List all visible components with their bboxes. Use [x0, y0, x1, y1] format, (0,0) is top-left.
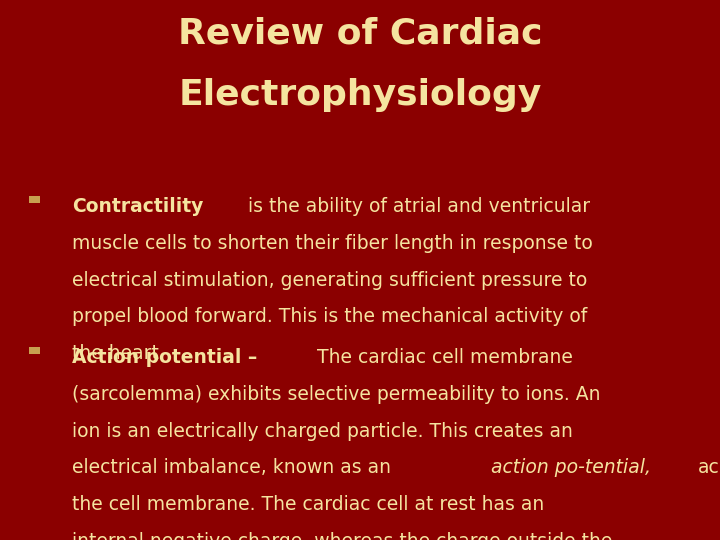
Text: internal negative charge, whereas the charge outside the: internal negative charge, whereas the ch…: [72, 532, 613, 540]
Bar: [29, 195, 40, 203]
Text: muscle cells to shorten their fiber length in response to: muscle cells to shorten their fiber leng…: [72, 234, 593, 253]
Text: electrical imbalance, known as an: electrical imbalance, known as an: [72, 458, 397, 477]
Text: Review of Cardiac: Review of Cardiac: [178, 16, 542, 50]
Text: The cardiac cell membrane: The cardiac cell membrane: [311, 348, 573, 367]
Text: is the ability of atrial and ventricular: is the ability of atrial and ventricular: [241, 197, 590, 216]
Text: the heart: the heart: [72, 344, 159, 363]
Text: Contractility: Contractility: [72, 197, 203, 216]
Text: action po-tential,: action po-tential,: [491, 458, 652, 477]
Text: Electrophysiology: Electrophysiology: [179, 78, 541, 112]
Text: Action potential –: Action potential –: [72, 348, 257, 367]
Text: (sarcolemma) exhibits selective permeability to ions. An: (sarcolemma) exhibits selective permeabi…: [72, 385, 600, 404]
Text: ion is an electrically charged particle. This creates an: ion is an electrically charged particle.…: [72, 422, 573, 441]
Bar: [29, 347, 40, 354]
Text: electrical stimulation, generating sufficient pressure to: electrical stimulation, generating suffi…: [72, 271, 588, 289]
Text: the cell membrane. The cardiac cell at rest has an: the cell membrane. The cardiac cell at r…: [72, 495, 544, 514]
Text: across: across: [698, 458, 720, 477]
Text: propel blood forward. This is the mechanical activity of: propel blood forward. This is the mechan…: [72, 307, 588, 326]
